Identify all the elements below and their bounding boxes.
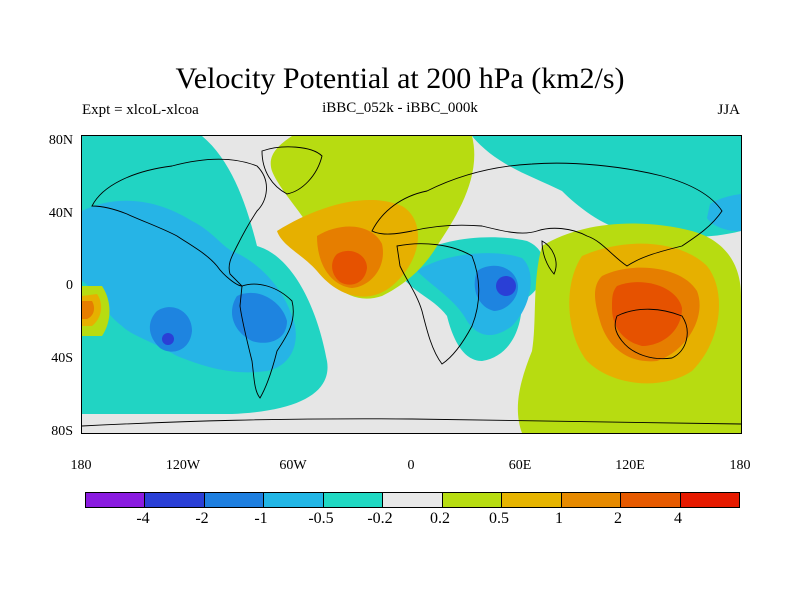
- colorbar-label: -1: [254, 510, 268, 527]
- lon-label-180w: 180: [70, 458, 92, 473]
- africa-outline: [396, 243, 480, 365]
- velocity-potential-map: [81, 135, 742, 434]
- chart-title: Velocity Potential at 200 hPa (km2/s): [175, 62, 625, 95]
- antarctica-outline: [82, 418, 741, 427]
- colorbar-segment: [502, 493, 562, 507]
- experiment-label: Expt = xlcoL-xlcoa: [82, 102, 199, 118]
- colorbar-label: 0.2: [430, 510, 450, 527]
- colorbar-segment: [680, 493, 739, 507]
- colorbar-segment: [86, 493, 146, 507]
- australia-outline: [614, 308, 688, 360]
- colorbar: [85, 492, 740, 508]
- strong-negative-regions: [162, 276, 516, 345]
- lon-label-180e: 180: [729, 458, 751, 473]
- lon-label-60e: 60E: [508, 458, 532, 473]
- continent-outlines: [82, 146, 741, 427]
- colorbar-segment: [561, 493, 622, 507]
- greenland-outline: [261, 146, 323, 195]
- colorbar-segment: [383, 493, 443, 507]
- lat-label-80n: 80N: [48, 133, 73, 148]
- lon-label-0: 0: [407, 458, 415, 473]
- strong-positive-regions: [332, 250, 682, 346]
- colorbar-segment: [442, 493, 503, 507]
- eurasia-outline: [371, 162, 723, 267]
- season-label: JJA: [717, 102, 740, 118]
- lat-label-80s: 80S: [51, 424, 73, 439]
- colorbar-label: 0.5: [489, 510, 509, 527]
- difference-label: iBBC_052k - iBBC_000k: [322, 100, 478, 116]
- colorbar-label: 2: [614, 510, 622, 527]
- colorbar-segment: [204, 493, 265, 507]
- map-canvas: [82, 136, 741, 433]
- lat-label-40s: 40S: [51, 351, 73, 366]
- south-america-outline: [239, 283, 294, 399]
- north-america-outline: [91, 158, 267, 287]
- colorbar-segment: [145, 493, 205, 507]
- colorbar-label: -0.2: [367, 510, 393, 527]
- colorbar-label: -2: [195, 510, 209, 527]
- lon-label-120e: 120E: [615, 458, 645, 473]
- lat-label-40n: 40N: [48, 206, 73, 221]
- colorbar-label: 1: [555, 510, 563, 527]
- colorbar-label: 4: [674, 510, 682, 527]
- india-outline: [541, 240, 557, 275]
- lon-label-60w: 60W: [279, 458, 307, 473]
- colorbar-segment: [323, 493, 384, 507]
- colorbar-segment: [264, 493, 324, 507]
- lon-label-120w: 120W: [165, 458, 201, 473]
- lat-label-0: 0: [66, 278, 73, 293]
- colorbar-label: -4: [136, 510, 150, 527]
- colorbar-segment: [621, 493, 681, 507]
- colorbar-label: -0.5: [308, 510, 334, 527]
